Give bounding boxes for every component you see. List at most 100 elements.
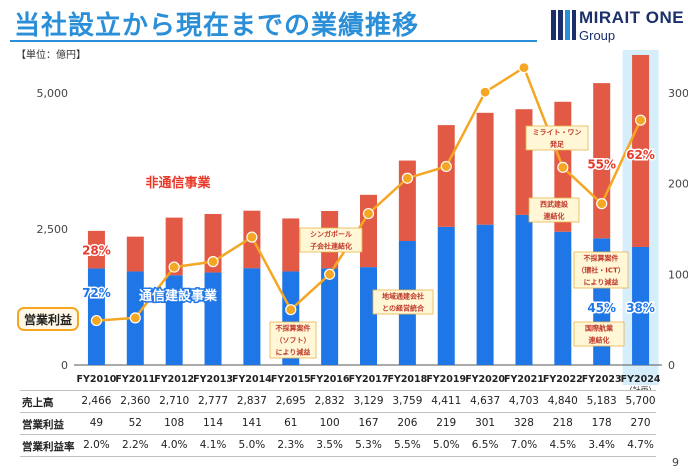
- title-underline: [10, 40, 537, 42]
- table-cell: 2,466: [81, 395, 112, 407]
- table-cell: 5.0%: [432, 439, 460, 451]
- table-cell: 219: [436, 417, 457, 429]
- y-tick-label-right: 100: [668, 268, 688, 281]
- annotation-text: 発足: [549, 140, 565, 149]
- annotation-text: により減益: [276, 348, 311, 357]
- table-row: 売上高 2,466 2,360 2,710 2,777 2,837 2,695 2,832 3,…: [20, 390, 656, 413]
- x-tick-label: FY2020: [465, 374, 505, 385]
- table-cell: 2,695: [275, 395, 306, 407]
- table-cell: 4.7%: [627, 439, 654, 451]
- table-cell: 2,360: [120, 395, 151, 407]
- annotation-box: [573, 321, 625, 347]
- pct-label-telecom: 45%: [587, 301, 616, 315]
- table-cell: 3.5%: [316, 439, 343, 451]
- table-row-label: 営業利益率: [22, 441, 75, 453]
- annotation-text: 不採算案件: [276, 324, 311, 333]
- table-cell: 100: [319, 417, 340, 429]
- table-cell: 5,700: [625, 395, 656, 407]
- table-cell: 328: [513, 417, 534, 429]
- pct-label-non-telecom: 62%: [626, 148, 655, 162]
- table-row-label: 売上高: [22, 397, 54, 409]
- annotation-box: [573, 251, 629, 289]
- table-cell: 206: [397, 417, 418, 429]
- annotation-text: （ソフト）: [276, 337, 311, 345]
- page-title: 当社設立から現在までの業績推移: [14, 11, 420, 41]
- annotation-box: [269, 321, 317, 359]
- unit-note: 【単位：億円】: [16, 50, 86, 61]
- table-cell: 7.0%: [510, 439, 538, 451]
- annotation-text: 国際航業: [585, 324, 614, 333]
- x-tick-label: FY2022: [543, 374, 583, 385]
- x-tick-label: FY2012: [154, 374, 194, 385]
- profit-point: [634, 114, 647, 126]
- annotation-box: [299, 227, 363, 253]
- y-tick-label-left: 5,000: [37, 87, 69, 100]
- logo-group-text: Group: [579, 28, 616, 43]
- x-tick-label: FY2024: [621, 374, 661, 385]
- table-cell: 2,832: [314, 395, 345, 407]
- y-tick-label-right: 300: [668, 87, 688, 100]
- annotation-text: 西武建設: [540, 200, 569, 209]
- x-tick-label: FY2010: [77, 374, 117, 385]
- table-cell: 52: [128, 417, 142, 429]
- annotation-text: 連結化: [544, 212, 565, 221]
- table-row: 営業利益 49 52 108 114 141 61 100 167 206 219 301 328 218…: [20, 413, 656, 435]
- logo-wordmark: MIRAIT ONE: [579, 8, 685, 27]
- table-row-label: 営業利益: [22, 419, 64, 431]
- telecom-bar: [437, 226, 455, 365]
- non-telecom-bar: [165, 217, 183, 276]
- table-cell: 141: [241, 417, 262, 429]
- table-cell: 3.4%: [588, 439, 616, 451]
- x-tick-label: FY2023: [582, 374, 622, 385]
- x-tick-label: FY2016: [310, 374, 350, 385]
- annotation-text: 子会社連結化: [310, 242, 352, 251]
- table-cell: 5.0%: [238, 439, 266, 451]
- non-telecom-bar: [476, 112, 494, 225]
- annotation-text: （環社・ICT）: [577, 266, 625, 275]
- table-cell: 2,837: [236, 395, 267, 407]
- profit-point: [362, 207, 375, 220]
- company-logo: MIRAIT ONE Group: [551, 8, 685, 44]
- profit-point: [246, 231, 258, 243]
- telecom-bar: [165, 275, 183, 365]
- profit-point: [557, 161, 569, 173]
- table-cell: 108: [164, 417, 185, 429]
- annotation-text: により減益: [584, 278, 619, 287]
- table-cell: 2.0%: [83, 439, 110, 451]
- annotation-text: 不採算案件: [584, 254, 619, 263]
- x-tick-label: FY2013: [193, 374, 233, 385]
- profit-point: [90, 314, 103, 327]
- annotation-box: [372, 289, 434, 315]
- table-cell: 5,183: [586, 395, 617, 407]
- legend-non-telecom: 非通信事業: [145, 175, 211, 191]
- y-tick-label-right: 0: [668, 359, 675, 372]
- table-cell: 61: [284, 417, 298, 429]
- table-cell: 2,710: [159, 395, 190, 407]
- telecom-bar: [632, 246, 650, 365]
- telecom-bar: [243, 268, 261, 365]
- x-tick-label: FY2014: [232, 374, 272, 385]
- table-cell: 49: [89, 417, 104, 429]
- x-tick-label: FY2011: [115, 374, 155, 385]
- table-cell: 178: [591, 417, 612, 429]
- table-row: 営業利益率 2.0% 2.2% 4.0% 4.1% 5.0% 2.3% 3.5% 5.3% 5.5…: [20, 435, 656, 457]
- table-cell: 2.2%: [121, 439, 149, 451]
- pct-label-telecom: 38%: [626, 301, 655, 315]
- x-tick-label: FY2015: [271, 374, 311, 385]
- non-telecom-bar: [360, 194, 377, 268]
- table-cell: 114: [203, 417, 224, 429]
- telecom-bar: [515, 214, 533, 365]
- x-tick-label: FY2017: [349, 374, 389, 385]
- table-cell: 2.3%: [277, 439, 305, 451]
- data-table: 売上高 2,466 2,360 2,710 2,777 2,837 2,695 2,832 3,…: [20, 390, 656, 457]
- pct-label-non-telecom: 28%: [82, 244, 111, 258]
- legend-profit-box: [17, 307, 79, 331]
- non-telecom-bar: [87, 230, 105, 269]
- legend-profit: 営業利益: [24, 312, 72, 327]
- profit-point: [440, 160, 452, 173]
- table-cell: 218: [552, 417, 573, 429]
- profit-point: [207, 256, 219, 268]
- profit-point: [324, 268, 336, 280]
- table-cell: 4,840: [547, 395, 578, 407]
